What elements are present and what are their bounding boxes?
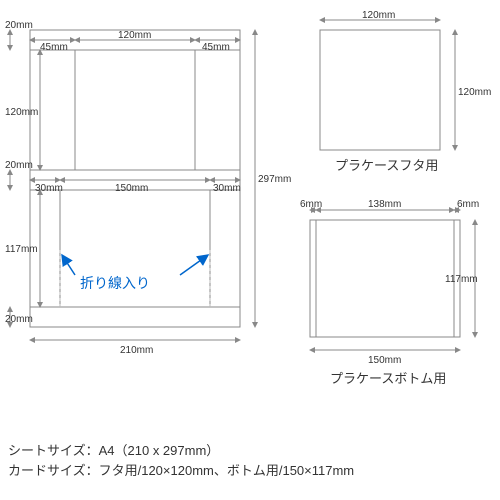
dim-120mm-top: 120mm — [118, 30, 151, 41]
fold-note: 折り線入り — [62, 255, 208, 291]
bot-138: 138mm — [368, 199, 401, 210]
dim-20mm-mid: 20mm — [5, 160, 33, 171]
dim-20mm-bot: 20mm — [5, 314, 33, 325]
bot-150: 150mm — [368, 355, 401, 366]
futa-w: 120mm — [362, 10, 395, 21]
futa-title: プラケースフタ用 — [335, 158, 438, 173]
card-caption: カードサイズ：フタ用/120×120mm、ボトム用/150×117mm — [8, 460, 354, 479]
dim-20mm-top: 20mm — [5, 20, 33, 31]
dim-30mm-r: 30mm — [213, 183, 241, 194]
dim-297mm: 297mm — [258, 174, 291, 185]
a4-labels: 20mm 45mm 120mm 45mm 120mm 20mm 30mm 150… — [5, 20, 291, 356]
dim-45mm-l: 45mm — [40, 42, 68, 53]
bot-117: 117mm — [445, 274, 478, 285]
bot-6r: 6mm — [457, 199, 479, 210]
futa-panel — [320, 20, 455, 150]
fold-note-text: 折り線入り — [80, 275, 150, 291]
dim-210mm: 210mm — [120, 345, 153, 356]
dim-45mm-r: 45mm — [202, 42, 230, 53]
dim-150mm: 150mm — [115, 183, 148, 194]
futa-h: 120mm — [458, 87, 491, 98]
dim-30mm-l: 30mm — [35, 183, 63, 194]
sheet-caption: シートサイズ：A4（210 x 297mm） — [8, 440, 219, 459]
dim-120mm-h: 120mm — [5, 107, 38, 118]
bottom-title: プラケースボトム用 — [330, 371, 446, 386]
dim-117mm: 117mm — [5, 244, 38, 255]
bot-6l: 6mm — [300, 199, 322, 210]
